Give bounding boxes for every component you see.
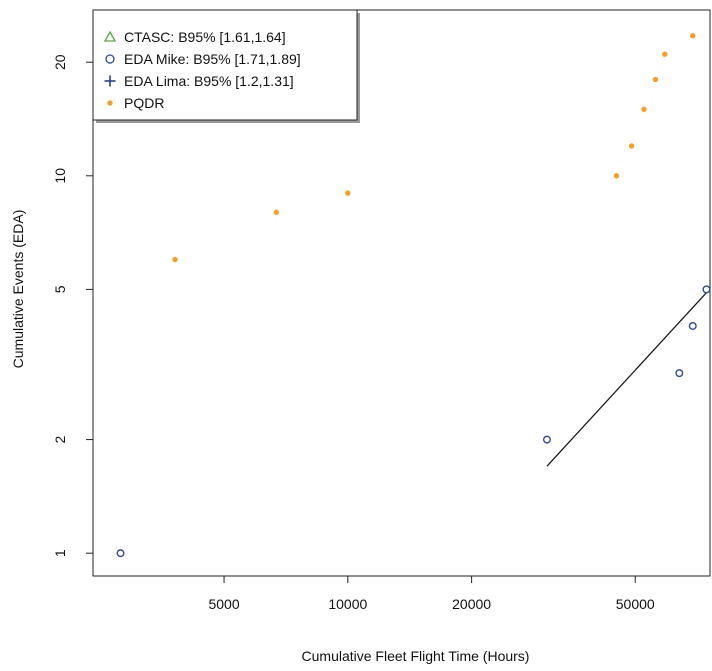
eda-mike-b95-1-71-1-89-point xyxy=(116,549,125,558)
pqdr-point xyxy=(172,256,178,263)
x-tick-label: 5000 xyxy=(208,596,239,612)
y-tick-label: 5 xyxy=(52,285,68,293)
plot-frame xyxy=(92,9,711,577)
pqdr-point xyxy=(690,33,696,39)
legend-label: CTASC: B95% [1.61,1.64] xyxy=(124,29,286,45)
legend-label: EDA Mike: B95% [1.71,1.89] xyxy=(124,51,301,67)
pqdr-point xyxy=(613,173,620,179)
legend-circle-marker xyxy=(105,54,115,64)
fit-line xyxy=(546,292,707,467)
y-tick-label: 20 xyxy=(52,54,68,70)
pqdr-point xyxy=(652,76,659,83)
pqdr-point xyxy=(628,143,635,149)
eda-mike-b95-1-71-1-89-point xyxy=(542,435,551,444)
legend-label: PQDR xyxy=(124,95,164,111)
legend-box xyxy=(92,9,358,121)
pqdr-point xyxy=(345,190,351,196)
eda-mike-b95-1-71-1-89-point xyxy=(688,321,697,330)
pqdr-point xyxy=(641,106,647,113)
y-tick-label: 2 xyxy=(52,435,68,443)
eda-mike-b95-1-71-1-89-point xyxy=(675,369,684,378)
legend-dot-marker xyxy=(107,100,113,106)
pqdr-point xyxy=(273,209,280,216)
legend-label: EDA Lima: B95% [1.2,1.31] xyxy=(124,73,294,89)
y-tick-label: 10 xyxy=(52,168,68,184)
x-tick-label: 50000 xyxy=(616,596,655,612)
x-tick-label: 10000 xyxy=(328,596,367,612)
eda-mike-b95-1-71-1-89-point xyxy=(702,285,711,294)
x-tick-label: 20000 xyxy=(452,596,491,612)
x-axis-label: Cumulative Fleet Flight Time (Hours) xyxy=(302,648,530,664)
y-axis-label: Cumulative Events (EDA) xyxy=(10,210,26,369)
y-tick-label: 1 xyxy=(52,549,68,557)
legend-triangle-marker xyxy=(103,30,117,42)
pqdr-point xyxy=(662,51,668,57)
